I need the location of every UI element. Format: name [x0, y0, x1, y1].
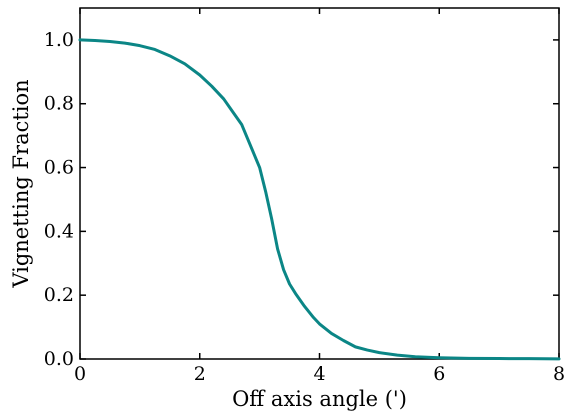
x-tick-label: 2: [194, 363, 206, 385]
x-tick-label: 8: [553, 363, 565, 385]
y-tick-label: 1.0: [44, 29, 74, 51]
y-tick-label: 0.8: [44, 93, 74, 115]
x-axis-label: Off axis angle ('): [232, 387, 407, 411]
x-tick-label: 6: [433, 363, 445, 385]
y-tick-labels: 0.0 0.2 0.4 0.6 0.8 1.0: [44, 29, 74, 370]
x-tick-labels: 0 2 4 6 8: [74, 363, 565, 385]
ticks-layer: [79, 8, 560, 360]
x-tick-label: 0: [74, 363, 86, 385]
y-tick-label: 0.2: [44, 284, 74, 306]
y-axis-label: Vignetting Fraction: [9, 79, 33, 288]
y-tick-label: 0.0: [44, 348, 74, 370]
y-tick-label: 0.4: [44, 220, 74, 242]
y-tick-label: 0.6: [44, 157, 74, 179]
vignetting-series-line: [78, 38, 561, 361]
plot-area-frame: [79, 7, 560, 360]
x-tick-label: 4: [313, 363, 325, 385]
